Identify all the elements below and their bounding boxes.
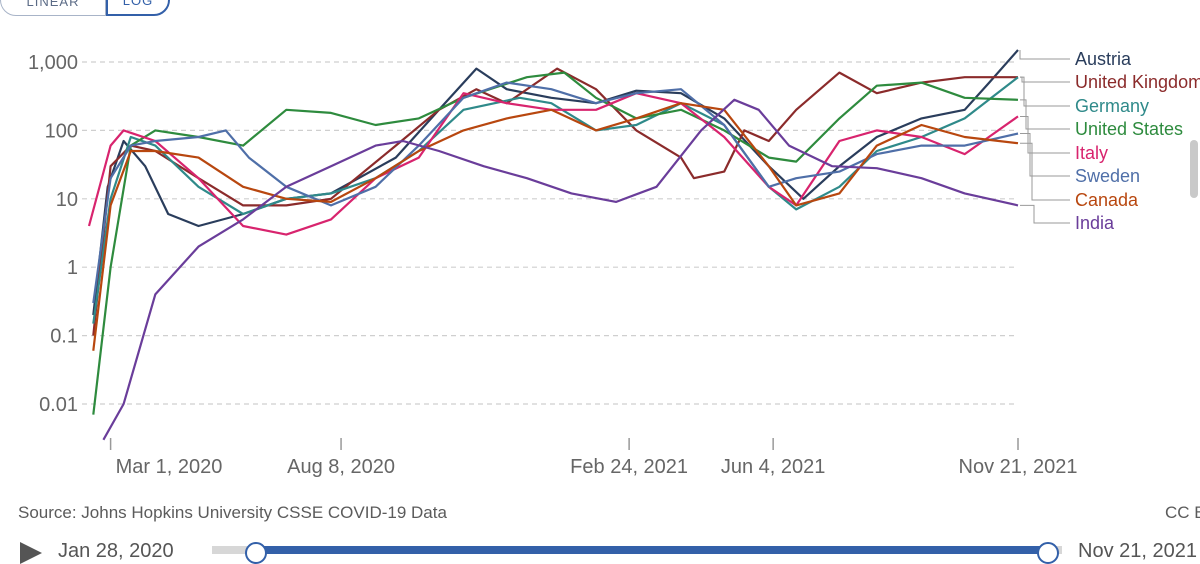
timeline-start-handle[interactable]	[245, 542, 267, 564]
legend-label[interactable]: United States	[1075, 119, 1183, 139]
series-line[interactable]	[92, 81, 1019, 304]
x-axis: Mar 1, 2020 Aug 8, 2020 Feb 24, 2021 Jun 4,…	[109, 438, 1078, 478]
y-tick-label: 100	[45, 120, 78, 142]
series-line[interactable]	[92, 76, 1019, 324]
x-tick-label: Jun 4, 2021	[721, 456, 826, 478]
series-line[interactable]	[92, 71, 1019, 415]
y-tick-label: 0.01	[39, 394, 78, 416]
series-lines	[87, 49, 1019, 441]
series-line[interactable]	[92, 102, 1019, 351]
scrollbar-thumb[interactable]	[1190, 140, 1198, 198]
y-tick-label: 10	[56, 189, 78, 211]
legend-connector	[1019, 49, 1070, 60]
legend-label[interactable]: United Kingdom	[1075, 72, 1200, 92]
series-line[interactable]	[87, 92, 1019, 236]
scale-toggle: LINEAR LOG	[0, 0, 170, 18]
legend-label[interactable]: Canada	[1075, 190, 1139, 210]
timeline-start-label: Jan 28, 2020	[58, 540, 174, 562]
legend-connector	[1020, 99, 1070, 130]
series-line[interactable]	[92, 67, 1018, 336]
timeline-end-label: Nov 21, 2021	[1078, 540, 1197, 562]
series-line[interactable]	[92, 49, 1019, 316]
legend-label[interactable]: Italy	[1075, 143, 1108, 163]
legend-connector	[1020, 76, 1070, 107]
legend: Austria United Kingdom Germany United State…	[1019, 49, 1200, 233]
timeline-slider: Jan 28, 2020 Nov 21, 2021	[0, 536, 1200, 564]
legend-connector	[1020, 204, 1070, 224]
legend-label[interactable]: Sweden	[1075, 166, 1140, 186]
series-line[interactable]	[102, 98, 1019, 441]
legend-label[interactable]: Austria	[1075, 49, 1132, 69]
legend-connector	[1020, 142, 1070, 201]
y-tick-label: 1,000	[28, 52, 78, 74]
line-chart: 0.01 0.1 1 10 100 1,000 Mar 1, 2020 Aug 8, 202…	[28, 49, 1200, 478]
x-tick-label: Aug 8, 2020	[287, 456, 395, 478]
legend-connector	[1020, 133, 1070, 177]
grid-lines	[82, 61, 1018, 405]
y-tick-label: 0.1	[50, 326, 78, 348]
timeline-end-handle[interactable]	[1037, 542, 1059, 564]
legend-connector	[1020, 76, 1070, 83]
legend-connector	[1020, 115, 1070, 154]
legend-label[interactable]: Germany	[1075, 96, 1149, 116]
x-tick-label: Feb 24, 2021	[570, 456, 688, 478]
x-tick-label: Mar 1, 2020	[116, 456, 223, 478]
legend-label[interactable]: India	[1075, 213, 1115, 233]
y-axis-ticks: 0.01 0.1 1 10 100 1,000	[28, 52, 78, 416]
timeline-range	[256, 546, 1048, 554]
x-tick-label: Nov 21, 2021	[959, 456, 1078, 478]
y-tick-label: 1	[67, 257, 78, 279]
source-note: Source: Johns Hopkins University CSSE CO…	[18, 503, 447, 522]
license-note[interactable]: CC BY	[1165, 503, 1200, 522]
play-icon[interactable]	[20, 542, 42, 564]
